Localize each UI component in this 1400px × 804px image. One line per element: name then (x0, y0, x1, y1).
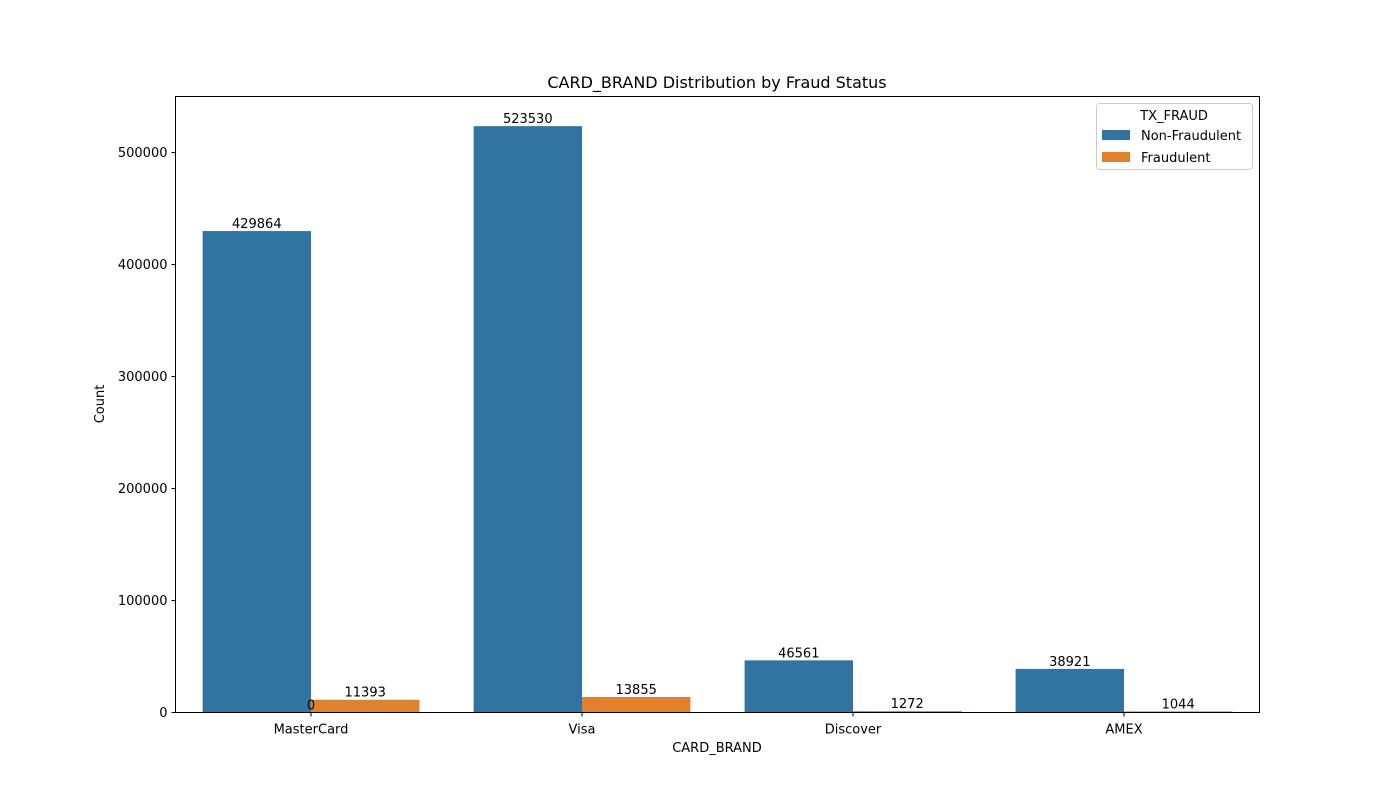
legend-swatch-non-fraudulent (1102, 130, 1130, 140)
bar-fraudulent-visa (582, 696, 691, 713)
data-label-fraudulent-visa: 13855 (616, 683, 657, 698)
legend-label-fraudulent: Fraudulent (1141, 151, 1211, 166)
chart-title: CARD_BRAND Distribution by Fraud Status (547, 73, 886, 93)
data-label-non-fraudulent-discover: 46561 (778, 646, 819, 661)
data-label-fraudulent-amex: 1044 (1162, 697, 1195, 712)
bar-non-fraudulent-mastercard (202, 231, 311, 713)
bar-fraudulent-mastercard (311, 699, 420, 713)
data-label-non-fraudulent-mastercard: 429864 (232, 217, 282, 232)
x-tick-label-mastercard: MasterCard (274, 723, 349, 738)
legend: TX_FRAUD Non-Fraudulent Fraudulent (1096, 103, 1253, 170)
plot-frame (175, 96, 1260, 713)
data-label-non-fraudulent-amex: 38921 (1049, 655, 1090, 670)
y-tick-label: 400000 (118, 258, 168, 273)
x-tick-label-visa: Visa (569, 723, 596, 738)
legend-label-non-fraudulent: Non-Fraudulent (1141, 129, 1241, 144)
annotation-label: 0 (307, 699, 315, 714)
bar-fraudulent-amex (1124, 711, 1233, 713)
y-axis-label: Count (93, 385, 108, 424)
x-tick-label-amex: AMEX (1105, 723, 1142, 738)
y-tick-label: 100000 (118, 594, 168, 609)
bar-non-fraudulent-visa (473, 126, 582, 713)
y-tick-label: 200000 (118, 482, 168, 497)
y-tick-label: 300000 (118, 370, 168, 385)
data-label-non-fraudulent-visa: 523530 (503, 112, 553, 127)
bar-fraudulent-discover (853, 711, 962, 713)
data-label-fraudulent-discover: 1272 (891, 697, 924, 712)
y-tick-label: 500000 (118, 146, 168, 161)
legend-title: TX_FRAUD (1139, 109, 1208, 124)
bar-non-fraudulent-amex (1015, 668, 1124, 713)
data-label-fraudulent-mastercard: 11393 (345, 686, 386, 701)
x-tick-label-discover: Discover (825, 723, 882, 738)
plot-area: 0 100000 200000 300000 400000 500000 429864 113… (118, 112, 1233, 738)
x-axis-label: CARD_BRAND (672, 741, 762, 756)
legend-swatch-fraudulent (1102, 152, 1130, 162)
y-tick-label: 0 (159, 706, 167, 721)
bar-non-fraudulent-discover (744, 660, 853, 713)
legend-box (1096, 103, 1253, 170)
